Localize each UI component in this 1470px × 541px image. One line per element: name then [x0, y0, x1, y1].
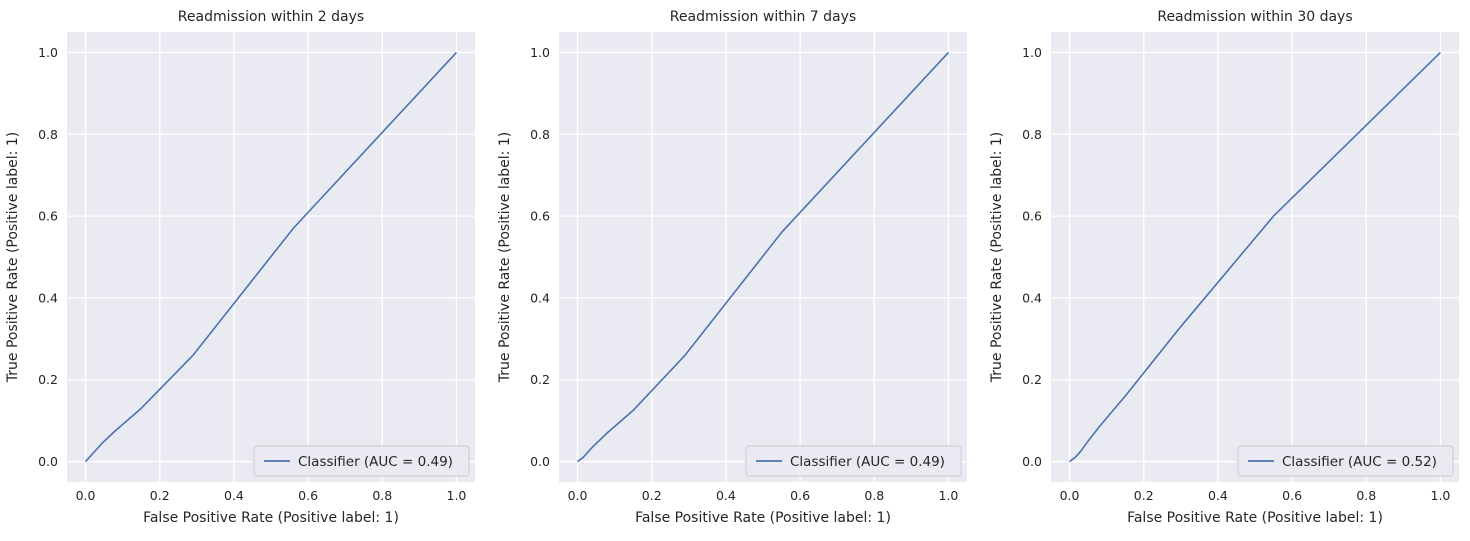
y-tick-label: 0.4 [530, 290, 550, 305]
series-line [1069, 51, 1442, 463]
chart-title: Readmission within 30 days [1157, 9, 1352, 25]
x-tick-label: 0.6 [1282, 488, 1302, 503]
y-tick-label: 0.4 [1022, 290, 1042, 305]
y-tick-label: 0.2 [38, 372, 58, 387]
legend-label: Classifier (AUC = 0.52) [1282, 454, 1437, 470]
y-tick-label: 1.0 [38, 45, 58, 60]
x-tick-label: 1.0 [939, 488, 959, 503]
x-tick-label: 0.2 [150, 488, 170, 503]
x-tick-label: 0.8 [1356, 488, 1376, 503]
y-tick-label: 0.2 [1022, 372, 1042, 387]
y-tick-label: 0.6 [38, 209, 58, 224]
x-tick-label: 1.0 [1431, 488, 1451, 503]
chart-panel-1: 0.0 0.2 0.4 0.6 0.8 1.0 0.0 0.2 0.4 0.6 0.8 1.0 Read… [5, 9, 475, 526]
chart-panel-2: 0.0 0.2 0.4 0.6 0.8 1.0 0.0 0.2 0.4 0.6 0.8 1.0 Read… [497, 9, 967, 526]
y-tick-label: 0.6 [1022, 209, 1042, 224]
x-tick-label: 0.4 [1208, 488, 1228, 503]
legend-box [1237, 445, 1454, 477]
x-axis-label: False Positive Rate (Positive label: 1) [143, 510, 399, 526]
chart-title: Readmission within 7 days [670, 9, 856, 25]
y-tick-label: 0.0 [530, 454, 550, 469]
x-tick-label: 0.0 [76, 488, 96, 503]
y-tick-label: 0.0 [1022, 454, 1042, 469]
y-tick-label: 0.2 [530, 372, 550, 387]
series-line [84, 51, 458, 463]
x-axis-label: False Positive Rate (Positive label: 1) [1127, 510, 1383, 526]
x-axis-label: False Positive Rate (Positive label: 1) [635, 510, 891, 526]
chart-title: Readmission within 2 days [178, 9, 364, 25]
legend: Classifier (AUC = 0.49) [745, 445, 962, 477]
x-tick-label: 0.2 [1134, 488, 1154, 503]
x-tick-label: 0.6 [790, 488, 810, 503]
x-tick-label: 0.8 [864, 488, 884, 503]
x-tick-label: 0.4 [716, 488, 736, 503]
plot-area [1051, 32, 1459, 482]
y-tick-label: 1.0 [530, 45, 550, 60]
x-tick-label: 0.2 [642, 488, 662, 503]
x-tick-label: 1.0 [447, 488, 467, 503]
legend-label: Classifier (AUC = 0.49) [298, 454, 453, 470]
series-line [577, 51, 950, 463]
y-axis-label: True Positive Rate (Positive label: 1) [497, 132, 513, 383]
x-tick-label: 0.0 [568, 488, 588, 503]
legend: Classifier (AUC = 0.52) [1237, 445, 1454, 477]
y-tick-label: 0.8 [530, 127, 550, 142]
y-axis-label: True Positive Rate (Positive label: 1) [989, 132, 1005, 383]
y-tick-label: 0.8 [38, 127, 58, 142]
x-tick-label: 0.6 [298, 488, 318, 503]
y-tick-label: 0.6 [530, 209, 550, 224]
x-tick-label: 0.0 [1060, 488, 1080, 503]
y-tick-label: 0.4 [38, 290, 58, 305]
y-tick-label: 0.0 [38, 454, 58, 469]
legend-label: Classifier (AUC = 0.49) [790, 454, 945, 470]
y-tick-label: 1.0 [1022, 45, 1042, 60]
x-tick-label: 0.4 [224, 488, 244, 503]
x-tick-label: 0.8 [372, 488, 392, 503]
legend-box [253, 445, 470, 477]
legend: Classifier (AUC = 0.49) [253, 445, 470, 477]
y-tick-label: 0.8 [1022, 127, 1042, 142]
legend-box [745, 445, 962, 477]
y-axis-label: True Positive Rate (Positive label: 1) [5, 132, 21, 383]
chart-panel-3: 0.0 0.2 0.4 0.6 0.8 1.0 0.0 0.2 0.4 0.6 0.8 1.0 Read… [989, 9, 1459, 526]
